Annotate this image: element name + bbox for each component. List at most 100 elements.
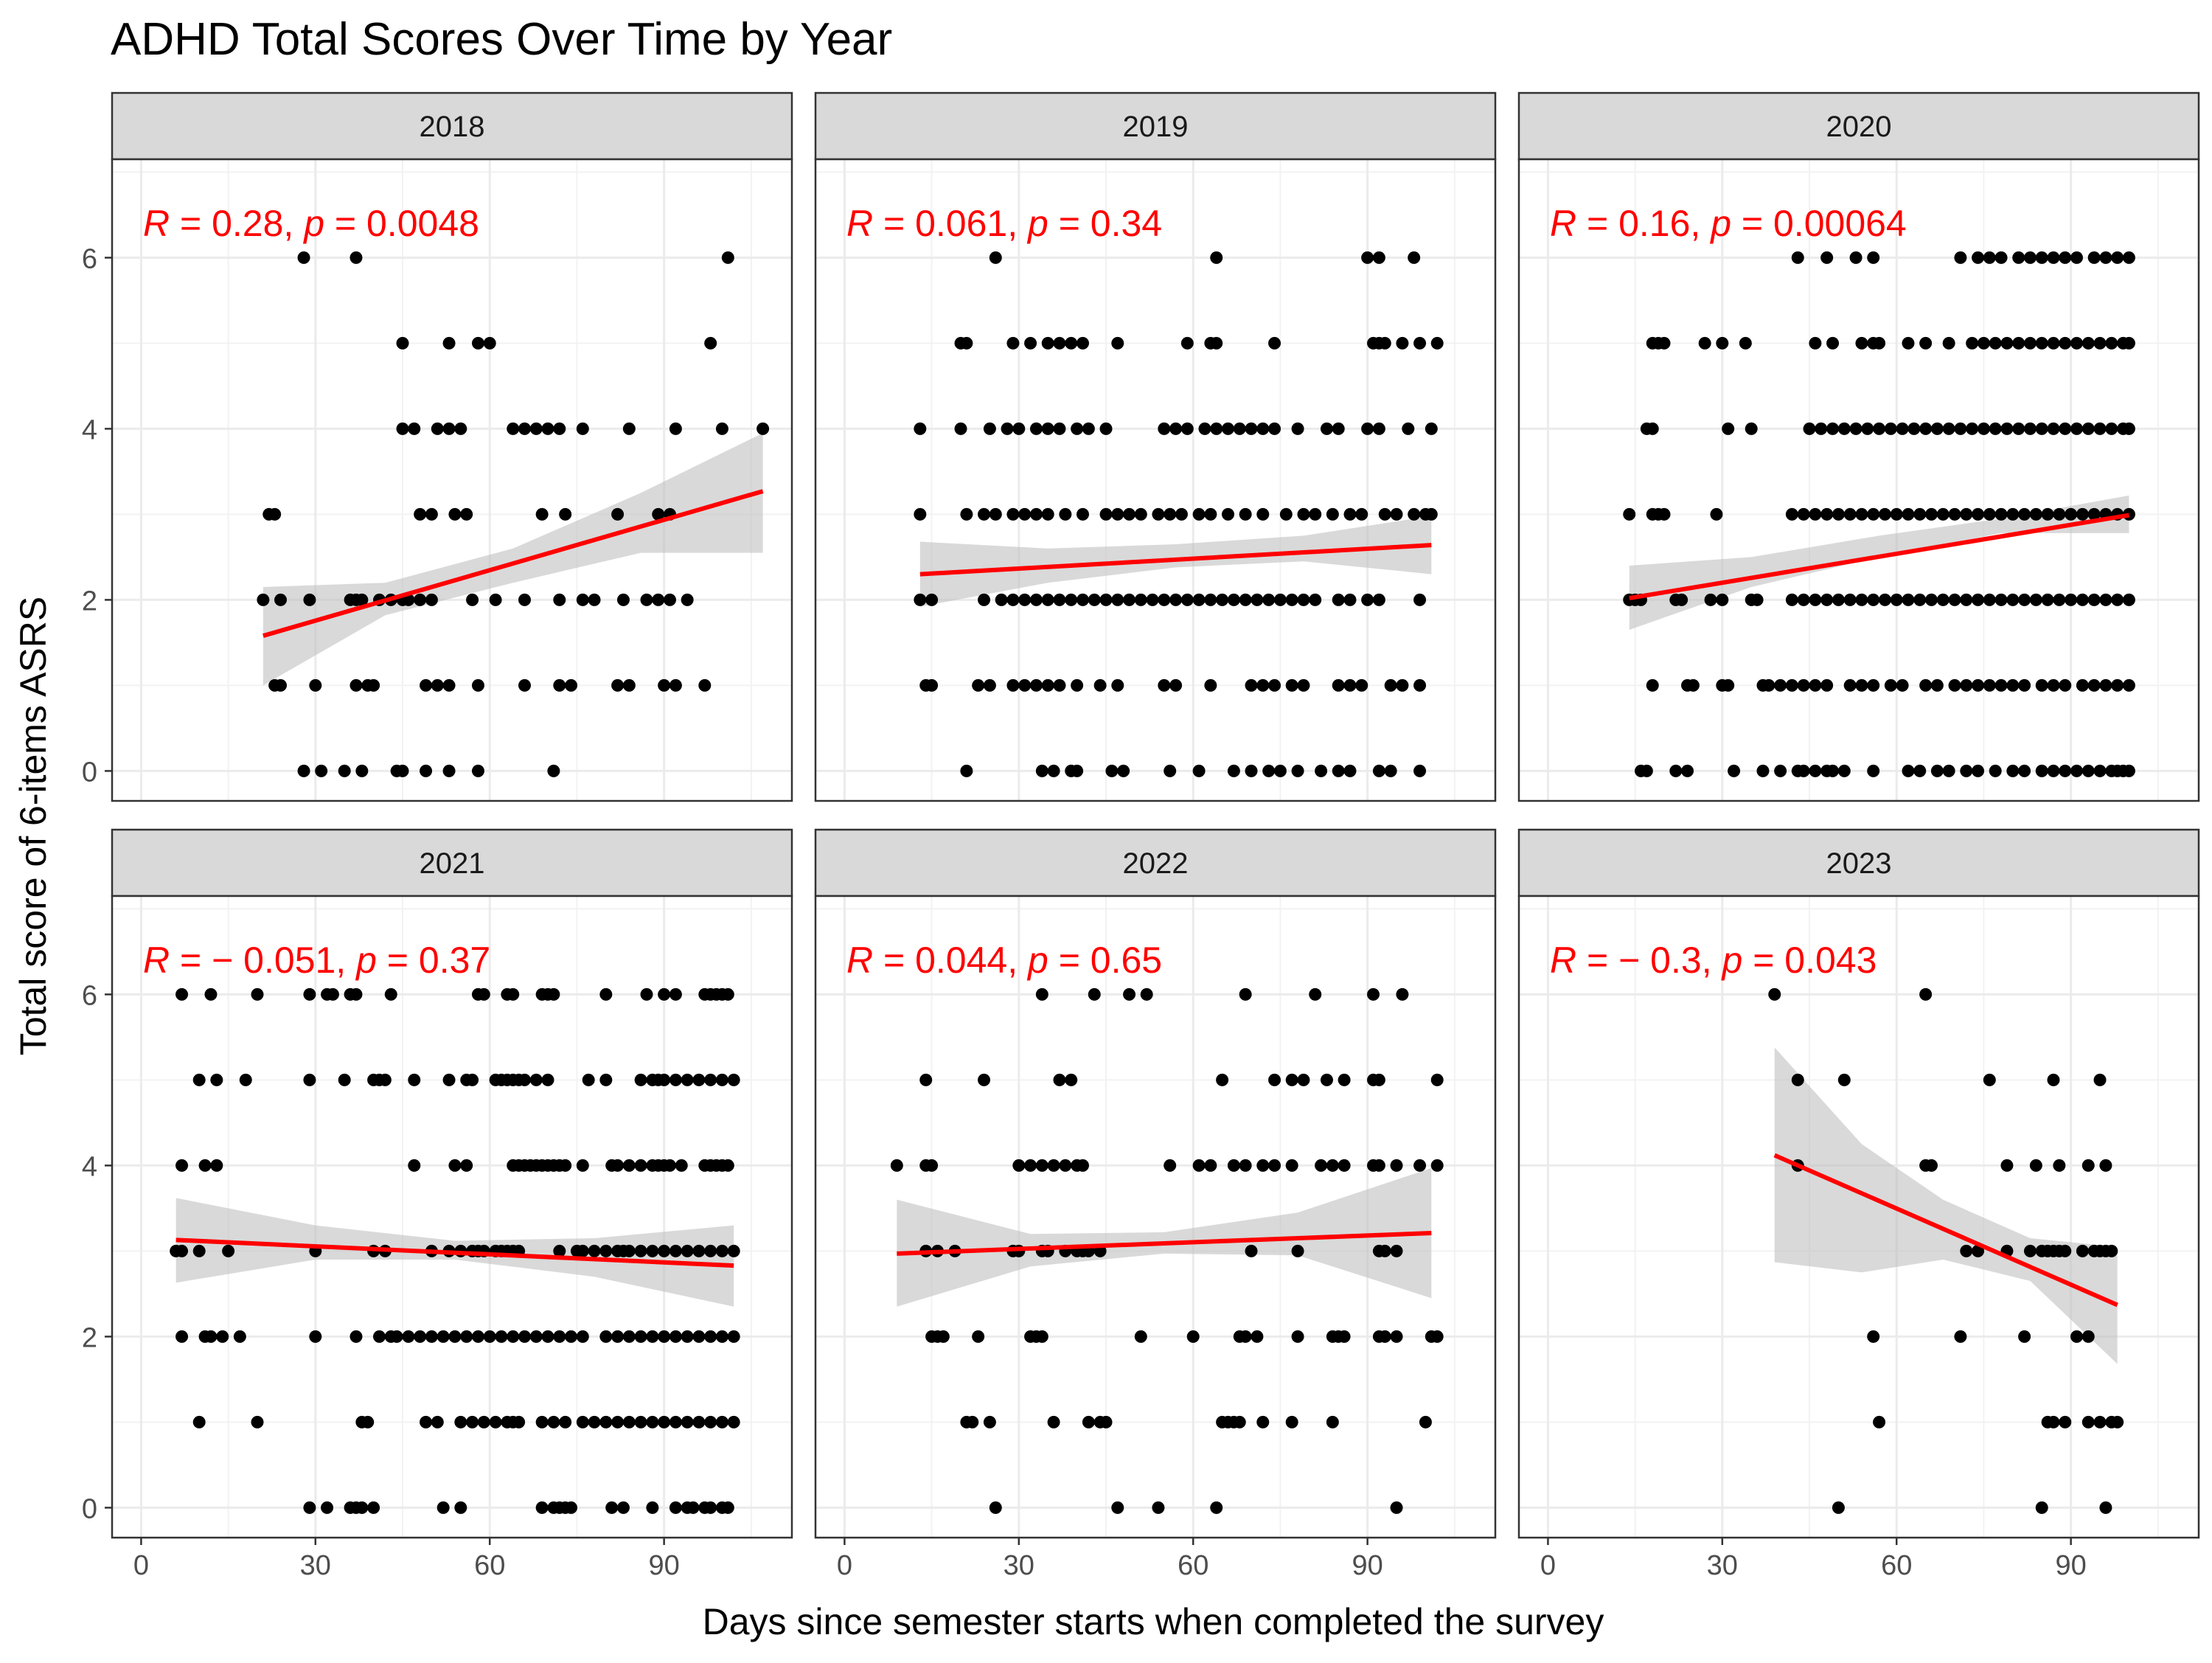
data-point [692, 1244, 706, 1257]
data-point [367, 1501, 380, 1514]
data-point [925, 1159, 939, 1172]
data-point [2006, 764, 2020, 777]
data-point [466, 1073, 479, 1086]
data-point [1309, 987, 1322, 1001]
data-point [1175, 507, 1188, 521]
data-point [297, 251, 310, 264]
data-point [2059, 764, 2072, 777]
data-point [1785, 593, 1798, 606]
data-point [535, 507, 549, 521]
data-point [675, 1159, 688, 1172]
data-point [2059, 336, 2072, 350]
data-point [1059, 1159, 1072, 1172]
data-point [2111, 593, 2124, 606]
data-point [1972, 251, 1985, 264]
data-point [1983, 507, 1996, 521]
data-point [1088, 987, 1101, 1001]
data-point [1942, 336, 1955, 350]
annotation-value: = − 0.051, [170, 940, 356, 981]
data-point [1239, 507, 1252, 521]
data-point [1227, 593, 1240, 606]
data-point [420, 678, 433, 692]
data-point [2053, 593, 2066, 606]
data-point [757, 422, 770, 435]
data-point [378, 1073, 392, 1086]
data-point [2059, 1415, 2072, 1428]
data-point [414, 593, 427, 606]
data-point [1430, 1073, 1444, 1086]
data-point [1809, 336, 1822, 350]
data-point [1309, 507, 1322, 521]
data-point [1896, 422, 1909, 435]
data-point [1896, 678, 1909, 692]
data-point [1867, 593, 1880, 606]
data-point [1791, 1073, 1804, 1086]
data-point [1390, 1244, 1403, 1257]
data-point [1867, 678, 1880, 692]
annotation-value: = 0.65 [1048, 940, 1162, 981]
data-point [1053, 422, 1066, 435]
data-point [2059, 1244, 2072, 1257]
data-point [192, 1244, 206, 1257]
data-point [2093, 336, 2107, 350]
data-point [914, 422, 927, 435]
data-point [1948, 507, 1961, 521]
data-point [658, 1073, 671, 1086]
correlation-annotation: R = 0.28, p = 0.0048 [143, 203, 479, 244]
data-point [914, 593, 927, 606]
data-point [1396, 678, 1409, 692]
panel-strip [814, 91, 1497, 161]
data-point [454, 1501, 467, 1514]
data-point [2023, 251, 2037, 264]
panel-strip-label: 2020 [1826, 111, 1892, 143]
data-point [192, 1415, 206, 1428]
data-point [2000, 422, 2014, 435]
data-point [1053, 593, 1066, 606]
panel-strip [111, 91, 793, 161]
data-point [216, 1330, 229, 1343]
data-point [1722, 422, 1735, 435]
data-point [204, 987, 218, 1001]
annotation-value: = − 0.3, [1576, 940, 1722, 981]
data-point [414, 507, 427, 521]
data-point [1355, 678, 1368, 692]
data-point [582, 1073, 595, 1086]
data-point [1675, 593, 1688, 606]
data-point [1832, 507, 1845, 521]
data-point [1826, 422, 1840, 435]
data-point [1204, 593, 1217, 606]
data-point [1233, 1415, 1246, 1428]
data-point [1018, 593, 1032, 606]
data-point [658, 1244, 671, 1257]
data-point [1681, 764, 1694, 777]
data-point [396, 764, 409, 777]
data-point [599, 1244, 613, 1257]
data-point [1227, 1159, 1240, 1172]
panel-strip-label: 2021 [420, 847, 485, 880]
data-point [2041, 507, 2054, 521]
data-point [1111, 1501, 1124, 1514]
data-point [2111, 251, 2124, 264]
data-point [1832, 1501, 1845, 1514]
data-point [448, 507, 462, 521]
data-point [402, 1330, 415, 1343]
data-point [1972, 678, 1985, 692]
data-point [268, 507, 282, 521]
data-point [698, 678, 712, 692]
data-point [1279, 507, 1293, 521]
data-point [634, 1415, 647, 1428]
data-point [1989, 336, 2002, 350]
data-point [2018, 507, 2031, 521]
data-point [1873, 422, 1886, 435]
data-point [2122, 593, 2135, 606]
data-point [1960, 507, 1973, 521]
data-point [2093, 1415, 2107, 1428]
data-point [611, 507, 625, 521]
data-point [2093, 422, 2107, 435]
data-point [1837, 422, 1851, 435]
data-point [1169, 593, 1183, 606]
data-point [1332, 678, 1345, 692]
data-point [681, 1244, 694, 1257]
data-point [1658, 507, 1671, 521]
data-point [1861, 422, 1874, 435]
